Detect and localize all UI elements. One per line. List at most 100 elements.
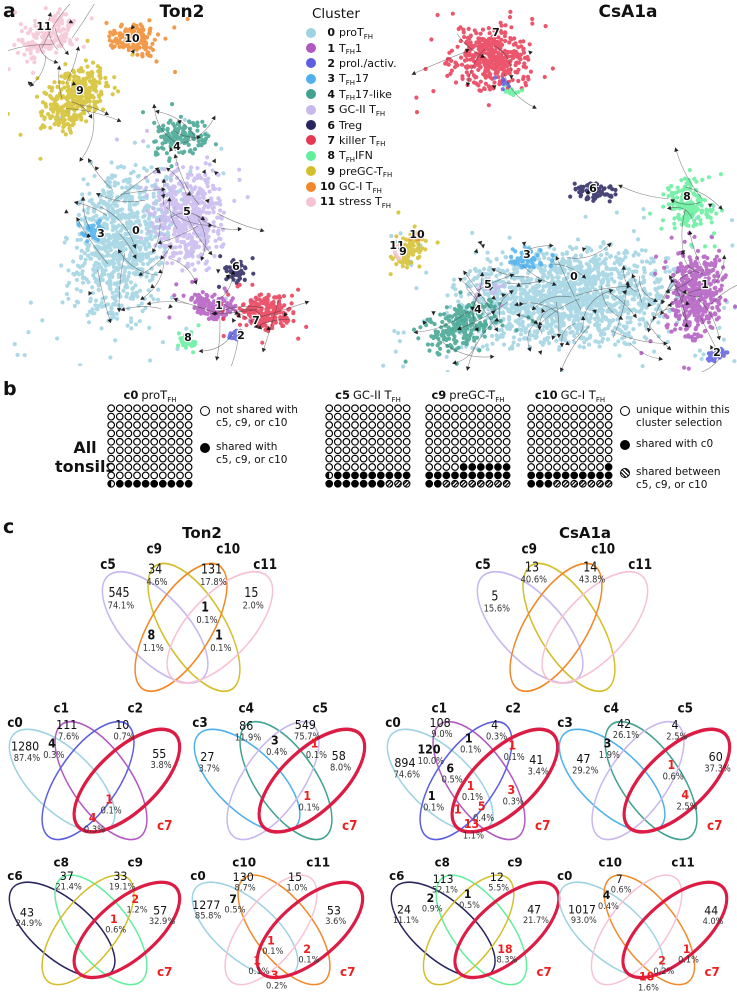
cluster-swatch-4 [306,89,316,100]
matrix-dot-o [578,463,587,471]
cluster-label-6: 6 [232,260,240,273]
matrix-dot-o [325,429,334,438]
venn-set-label-c4: c4 [603,701,619,717]
matrix-header-c10: c10 GC-I TFH [534,388,606,404]
matrix-dot-o [402,429,411,438]
matrix-dot-o [402,437,411,446]
venn-percent: 0.3% [503,797,524,808]
cluster-9-dots [388,210,440,277]
matrix-dot-o [359,454,368,463]
umap-title-csa1a: CsA1a [598,2,658,22]
venn-count: 47 [527,903,541,916]
matrix-dot-o [587,463,596,471]
legend-item-5: 5 GC-II TFH [306,102,416,118]
venn-percent: 1.6% [638,982,659,992]
venn-count: 1 [253,954,261,967]
matrix-dot-o [167,463,176,471]
cluster-4-dots [140,102,218,169]
venn-count: 43 [20,906,34,919]
matrix-dot-o [485,454,494,463]
matrix-dot-o [476,412,485,421]
venn-set-label-c3: c3 [192,715,207,731]
matrix-dot-o [333,454,342,463]
venn-ellipse-c11 [590,874,683,986]
legend-cluster-name: stress TFH [339,195,392,210]
venn-count: 2 [131,893,139,906]
matrix-dot-o [176,429,184,438]
venn-count: 4 [48,736,56,751]
legend-cluster-id: 3 [327,72,335,86]
matrix-dot-o [107,404,116,413]
matrix-dot-f [535,479,544,488]
cluster-legend-title: Cluster [312,6,360,22]
cluster-11-dots [391,244,405,261]
venn-count: 42 [617,716,631,731]
venn-percent: 3.6% [325,916,346,926]
legend-item-7: 7 killer TFH [306,133,416,148]
matrix-dot-f [494,463,502,471]
matrix-dot-o [587,412,596,421]
matrix-dot-o [115,471,124,480]
legend-cluster-id: 7 [327,133,335,147]
matrix-dot-f [433,479,442,488]
venn-set-label-c10: c10 [599,855,622,869]
venn-count: 15 [244,585,258,600]
matrix-dot-f [325,479,334,488]
matrix-dot-f [167,479,176,488]
cluster-swatch-3 [306,73,316,84]
matrix-dot-o [442,421,451,429]
matrix-dot-o [325,412,334,421]
matrix-dot-o [451,429,459,438]
matrix-dot-o [570,404,579,413]
matrix-dot-o [527,429,536,438]
venn-count: 60 [709,749,723,764]
venn-ellipse-c11 [166,570,274,684]
venn-percent: 0.6% [663,772,684,783]
legend-cluster-id: 6 [327,118,335,132]
matrix-dot-o [124,421,133,429]
venn-percent: 4.6% [146,576,167,588]
matrix-dot-o [459,412,468,421]
matrix-dot-f [527,471,536,480]
matrix-dot-o [133,412,141,421]
matrix-dot-o [476,454,485,463]
matrix-dot-o [150,463,159,471]
matrix-dot-f [468,463,477,471]
matrix-dot-o [176,446,184,455]
venn-percent: 52.1% [432,884,458,894]
matrix-dot-o [394,412,402,421]
venn-count: 14 [583,559,597,574]
matrix-dot-o [351,421,359,429]
venn-percent: 1.0% [286,882,307,892]
matrix-dot-h [587,479,596,488]
venn-ellipse-c11 [224,874,318,986]
matrix-dot-f [158,479,167,488]
matrix-dot-h [494,479,502,488]
legend-item-8: 8 TFHIFN [306,148,416,164]
matrix-dot-h [468,479,477,488]
venn-percent: 0.1% [248,966,269,976]
matrix-dot-o [544,412,553,421]
venn-count: 3 [271,733,279,748]
matrix-dot-f [502,471,511,480]
venn-ellipse-c11 [541,570,649,684]
matrix-dot-o [442,412,451,421]
venn-ellipse-c1 [432,720,526,841]
cluster-label-8: 8 [683,190,691,203]
venn-percent: 0.1% [210,642,231,654]
matrix-dot-o [124,437,133,446]
matrix-dot-o [133,463,141,471]
matrix-dot-o [544,454,553,463]
matrix-dot-o [468,412,477,421]
venn-percent: 0.3% [84,825,105,836]
matrix-dot-o [359,429,368,438]
matrix-dot-o [604,429,613,438]
matrix-dot-o [325,421,334,429]
venn-count: 13 [525,559,539,574]
matrix-dot-o [561,412,570,421]
venn-set-label-c9: c9 [146,541,161,557]
venn-ellipse-c2 [41,720,135,841]
venn-percent: 2.0% [243,600,264,612]
